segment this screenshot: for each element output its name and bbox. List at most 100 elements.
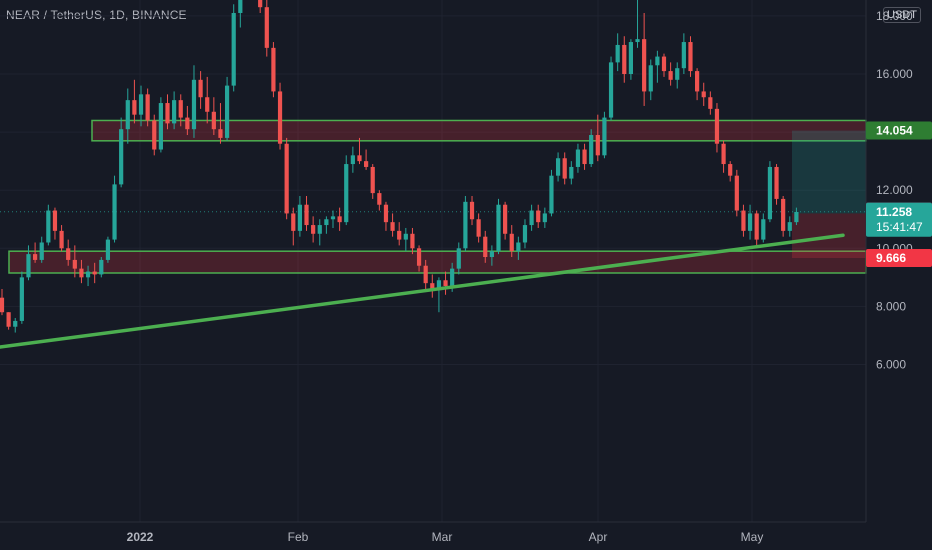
candle-body: [72, 259, 77, 269]
candle-body: [165, 103, 170, 124]
candle-body: [476, 219, 481, 237]
candle-body: [642, 39, 647, 92]
x-tick-label: Apr: [589, 530, 608, 544]
candle-body: [608, 62, 614, 118]
candle-body: [377, 193, 382, 205]
candle-body: [218, 129, 223, 138]
candle-body: [364, 161, 369, 167]
candle-body: [761, 219, 766, 240]
trendline-group: [0, 233, 845, 349]
candle-body: [311, 225, 316, 234]
candle-body: [185, 117, 190, 130]
candle-body: [582, 149, 587, 165]
candle-body: [357, 155, 362, 162]
candle-body: [284, 143, 289, 214]
candle-body: [747, 213, 753, 231]
candle-body: [205, 97, 210, 112]
candle-body: [224, 85, 230, 138]
candle-body: [529, 210, 534, 226]
y-tick-label: 6.000: [876, 358, 906, 372]
candle-body: [569, 166, 574, 179]
candle-body: [317, 225, 322, 234]
candle-body: [602, 117, 607, 156]
candle-body: [469, 201, 475, 220]
price-label-bg: [866, 121, 932, 140]
candle-body: [138, 94, 144, 115]
candle-body: [119, 129, 124, 185]
candle-body: [622, 44, 627, 74]
candle-body: [781, 198, 786, 231]
candle-body: [383, 204, 389, 223]
candle-body: [172, 100, 177, 124]
candle-body: [13, 320, 18, 327]
candle-body: [410, 233, 415, 249]
price-label-value: 9.666: [876, 251, 906, 265]
candle-body: [105, 239, 111, 260]
candle-body: [390, 222, 395, 231]
candle-body: [99, 259, 104, 275]
candle-body: [59, 230, 64, 249]
candle-body: [450, 268, 455, 287]
candle-body: [430, 283, 435, 289]
candle-body: [701, 91, 706, 98]
candle-body: [456, 248, 461, 269]
y-tick-label: 8.000: [876, 299, 906, 313]
trendline: [0, 233, 845, 349]
candle-body: [721, 143, 726, 165]
candle-body: [681, 42, 686, 69]
candle-body: [6, 312, 11, 327]
candle-body: [178, 100, 183, 118]
candle-body: [191, 79, 197, 130]
candle-body: [516, 242, 521, 252]
candle-body: [489, 251, 494, 258]
candle-body: [555, 158, 561, 176]
candle-body: [668, 71, 673, 80]
candle-body: [628, 42, 633, 74]
candle-body: [595, 135, 600, 156]
y-tick-label: 16.000: [876, 67, 913, 81]
candle-body: [542, 213, 547, 223]
candle-body: [688, 42, 693, 72]
candle-body: [66, 248, 71, 260]
candle-body: [337, 216, 342, 223]
candle-body: [728, 164, 733, 176]
candle-body: [575, 149, 581, 167]
candle-body: [132, 100, 137, 115]
y-tick-label: 18.000: [876, 9, 913, 23]
candle-body: [536, 210, 541, 223]
candle-body: [463, 201, 468, 249]
candle-body: [152, 120, 157, 150]
candle-body: [304, 204, 309, 226]
candle-body: [522, 225, 528, 243]
candle-body: [661, 56, 667, 72]
candle-body: [264, 7, 269, 48]
candle-body: [277, 91, 283, 144]
candle-body: [767, 166, 773, 220]
candle-body: [423, 265, 428, 284]
currency-unit-button[interactable]: USDT: [883, 7, 921, 23]
candle-body: [708, 97, 713, 109]
candle-body: [297, 204, 302, 231]
candle-body: [39, 242, 44, 260]
candle-body: [741, 210, 746, 231]
candle-body: [0, 297, 5, 313]
candle-body: [794, 211, 799, 223]
chart-symbol-title: NEAR / TetherUS, 1D, BINANCE: [6, 8, 187, 22]
x-tick-label: Feb: [288, 530, 309, 544]
time-axis: 2022 Feb Mar Apr May: [127, 530, 764, 544]
candle-body: [675, 68, 680, 80]
candle-body: [33, 254, 38, 260]
candle-body: [158, 103, 163, 150]
price-labels: 6.0008.00010.00012.00014.00016.00018.000…: [866, 9, 932, 372]
price-label-countdown: 15:41:47: [876, 220, 923, 234]
candle-body: [19, 277, 24, 321]
candle-body: [562, 158, 567, 179]
x-tick-label: 2022: [127, 530, 154, 544]
candle-body: [350, 155, 355, 165]
candle-body: [774, 166, 779, 199]
candle-body: [291, 213, 296, 231]
candle-body: [271, 47, 276, 92]
candle-body: [416, 248, 422, 266]
candle-body: [635, 39, 640, 43]
